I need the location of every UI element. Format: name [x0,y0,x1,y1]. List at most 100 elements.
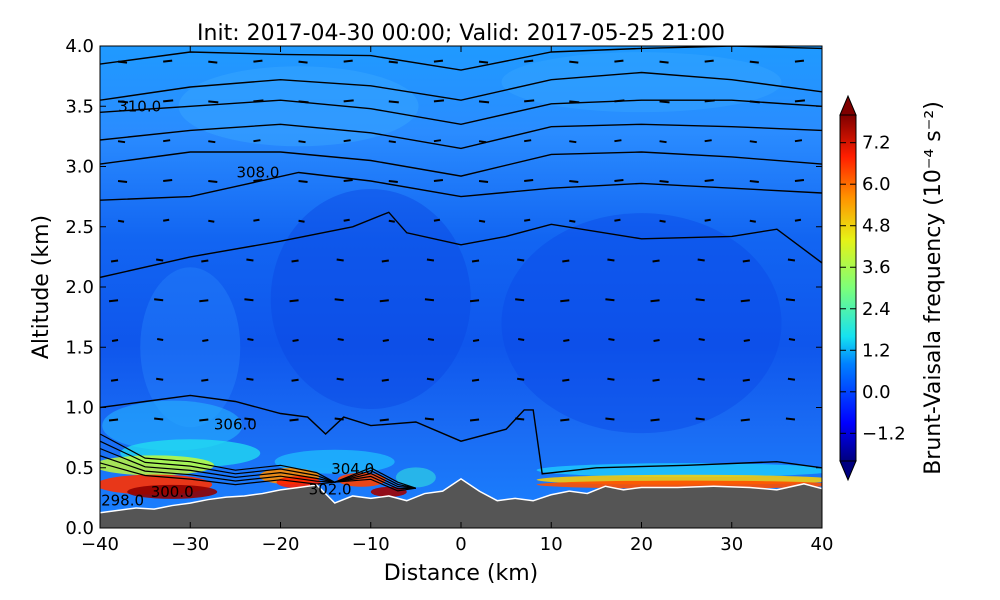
colorbar-extend-max [839,94,857,116]
isentrope-contours [100,46,822,492]
wind-vector [569,219,576,223]
wind-vector [289,299,299,303]
wind-vector [749,179,759,183]
colorbar-tick-label: 3.6 [862,257,891,278]
colorbar-tick-label: 4.8 [862,216,891,237]
x-tick-label: −20 [262,534,300,555]
wind-vector [156,377,164,381]
wind-vector [517,377,525,381]
wind-vector [343,139,351,143]
wind-vector [244,298,254,302]
wind-vector [201,259,209,263]
colorbar-ticks: −1.2 0.0 1.2 2.4 3.6 4.8 6.0 7.2 [840,133,906,444]
wind-vector [740,299,750,303]
wind-vector [381,259,389,263]
wind-vector [388,219,395,223]
wind-vector [208,100,219,104]
y-axis: 0.0 0.5 1.0 1.5 2.0 2.5 3.0 3.5 4.0 [65,36,822,539]
wind-vector [154,298,164,302]
x-tick-label: 30 [720,534,743,555]
wind-vector [794,59,805,63]
y-tick-label: 3.0 [65,157,94,178]
wind-vector [298,219,305,223]
stability-field-patches [100,52,822,499]
contour-label: 306.0 [214,415,257,433]
wind-vector [562,259,570,263]
isentrope-line [100,123,822,150]
wind-vector [478,219,486,223]
wind-vector [650,299,660,303]
wind-vector [794,218,802,222]
isentrope-line [100,71,822,101]
wind-vector [749,140,757,144]
contour-label: 300.0 [151,483,194,501]
wind-vector [154,417,164,421]
wind-vector [388,100,399,104]
wind-vector [659,60,669,64]
y-tick-label: 1.5 [65,337,94,358]
wind-vector [704,139,712,143]
wind-vector [343,99,354,103]
wind-vector [614,139,622,143]
wind-vector [659,100,670,104]
wind-vector [291,259,299,263]
wind-vector [788,338,796,342]
field-patch [140,267,241,428]
wind-vector [524,59,534,63]
y-axis-label: Altitude (km) [29,215,54,359]
wind-vector [652,378,660,382]
wind-vector [334,298,344,302]
wind-vector [478,179,489,183]
wind-vector [787,377,796,381]
wind-vector [469,418,480,422]
y-tick-label: 2.5 [65,217,94,238]
field-patch [536,463,822,478]
y-tick-label: 4.0 [65,36,94,57]
wind-vector [659,219,666,223]
x-tick-label: −30 [171,534,209,555]
wind-vector [478,60,489,64]
wind-vector [704,59,714,63]
wind-vector [563,339,570,343]
wind-vector [695,298,705,302]
contour-label: 302.0 [309,480,352,498]
x-tick-label: 0 [455,534,466,555]
colorbar-tick-label: 0.0 [862,382,891,403]
wind-vector [426,258,435,262]
wind-vector [524,178,534,182]
wind-vector [247,338,254,342]
wind-vector [562,378,570,382]
isentrope-line [100,171,822,201]
wind-vector [569,179,579,183]
wind-vector [289,418,299,422]
wind-vector [110,259,119,263]
isentrope-line-surface [100,433,417,489]
wind-vector [379,299,389,303]
wind-vector [163,178,173,182]
wind-vector [253,59,263,63]
field-patch [274,449,395,474]
wind-vector [117,100,129,104]
wind-vector [343,218,350,222]
colorbar-gradient [839,114,857,462]
wind-vector [524,218,531,222]
wind-vector [244,417,254,421]
x-tick-label: 20 [630,534,653,555]
contour-label: 308.0 [236,164,279,182]
x-tick-label: −10 [352,534,390,555]
wind-vector [472,339,480,343]
contour-label: 298.0 [101,491,144,509]
wind-vector [469,299,480,303]
isentrope-line-surface [100,455,416,490]
field-patch-hot [370,486,407,497]
isentrope-line [100,211,822,279]
contour-label: 304.0 [331,460,374,478]
wind-vector [605,417,615,421]
field-patch [501,213,782,434]
wind-vector [614,178,624,182]
y-tick-label: 0.5 [65,458,94,479]
wind-vector [110,378,119,382]
isentrope-line [100,394,822,475]
wind-vector [607,377,615,381]
